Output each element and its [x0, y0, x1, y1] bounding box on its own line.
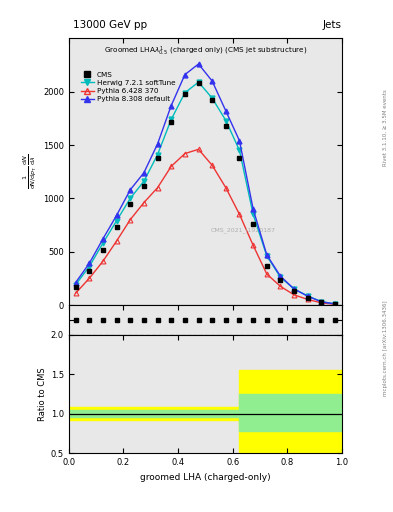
Y-axis label: $\frac{1}{\mathrm{d}N/\mathrm{d}p_\mathrm{T}}\,\frac{\mathrm{d}N}{\mathrm{d}\lam: $\frac{1}{\mathrm{d}N/\mathrm{d}p_\mathr…	[22, 154, 39, 189]
Text: CMS_2021_I1920187: CMS_2021_I1920187	[211, 227, 276, 233]
Text: mcplots.cern.ch [arXiv:1306.3436]: mcplots.cern.ch [arXiv:1306.3436]	[383, 301, 387, 396]
Text: Jets: Jets	[323, 20, 342, 31]
X-axis label: groomed LHA (charged-only): groomed LHA (charged-only)	[140, 473, 271, 482]
Text: Groomed LHA$\lambda^1_{0.5}$ (charged only) (CMS jet substructure): Groomed LHA$\lambda^1_{0.5}$ (charged on…	[104, 45, 307, 58]
Text: Rivet 3.1.10, ≥ 3.5M events: Rivet 3.1.10, ≥ 3.5M events	[383, 90, 387, 166]
Text: 13000 GeV pp: 13000 GeV pp	[73, 20, 147, 31]
Y-axis label: Ratio to CMS: Ratio to CMS	[38, 367, 47, 421]
Legend: CMS, Herwig 7.2.1 softTune, Pythia 6.428 370, Pythia 8.308 default: CMS, Herwig 7.2.1 softTune, Pythia 6.428…	[78, 69, 178, 105]
